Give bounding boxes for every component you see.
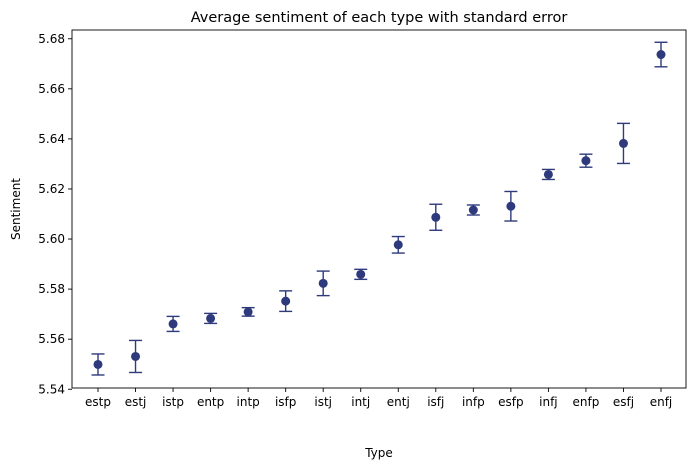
y-tick-label: 5.56 bbox=[38, 332, 65, 346]
data-point bbox=[206, 313, 216, 323]
data-point bbox=[356, 269, 366, 279]
x-tick-label: esfp bbox=[498, 395, 523, 409]
x-tick-label: estp bbox=[85, 395, 111, 409]
x-tick-label: isfj bbox=[427, 395, 444, 409]
x-tick-label: istp bbox=[162, 395, 184, 409]
data-series bbox=[91, 41, 668, 376]
x-tick-label: entj bbox=[387, 395, 410, 409]
x-tick-label: estj bbox=[125, 395, 147, 409]
data-point bbox=[318, 278, 328, 288]
x-axis-title: Type bbox=[364, 446, 393, 460]
y-tick-label: 5.58 bbox=[38, 282, 65, 296]
data-point bbox=[431, 212, 441, 222]
x-tick-label: entp bbox=[197, 395, 224, 409]
data-point bbox=[581, 156, 591, 166]
x-tick-label: esfj bbox=[613, 395, 634, 409]
y-tick-label: 5.62 bbox=[38, 182, 65, 196]
x-tick-label: isfp bbox=[275, 395, 296, 409]
y-tick-label: 5.54 bbox=[38, 382, 65, 396]
x-axis: estp estj istp entp intp isfp istj intj entj isfj… bbox=[85, 388, 672, 409]
data-point bbox=[168, 319, 178, 329]
chart-title: Average sentiment of each type with stan… bbox=[191, 10, 568, 26]
data-point bbox=[93, 359, 103, 369]
x-tick-label: infp bbox=[462, 395, 485, 409]
data-point bbox=[243, 307, 253, 317]
y-axis: 5.54 5.56 5.58 5.60 5.62 5.64 5.66 5.68 bbox=[38, 32, 72, 396]
data-point bbox=[468, 205, 478, 215]
data-point bbox=[656, 50, 666, 60]
y-axis-title: Sentiment bbox=[9, 178, 23, 240]
x-tick-label: intj bbox=[351, 395, 370, 409]
data-point bbox=[131, 351, 141, 361]
data-point bbox=[506, 201, 516, 211]
data-point bbox=[543, 169, 553, 179]
y-tick-label: 5.64 bbox=[38, 132, 65, 146]
x-tick-label: enfj bbox=[650, 395, 673, 409]
y-tick-label: 5.60 bbox=[38, 232, 65, 246]
data-point bbox=[393, 240, 403, 250]
x-tick-label: intp bbox=[237, 395, 260, 409]
y-tick-label: 5.68 bbox=[38, 32, 65, 46]
plot-frame bbox=[71, 29, 687, 389]
y-tick-label: 5.66 bbox=[38, 82, 65, 96]
x-tick-label: istj bbox=[314, 395, 332, 409]
x-tick-label: infj bbox=[539, 395, 558, 409]
data-point bbox=[618, 138, 628, 148]
x-tick-label: enfp bbox=[573, 395, 600, 409]
data-point bbox=[281, 296, 291, 306]
